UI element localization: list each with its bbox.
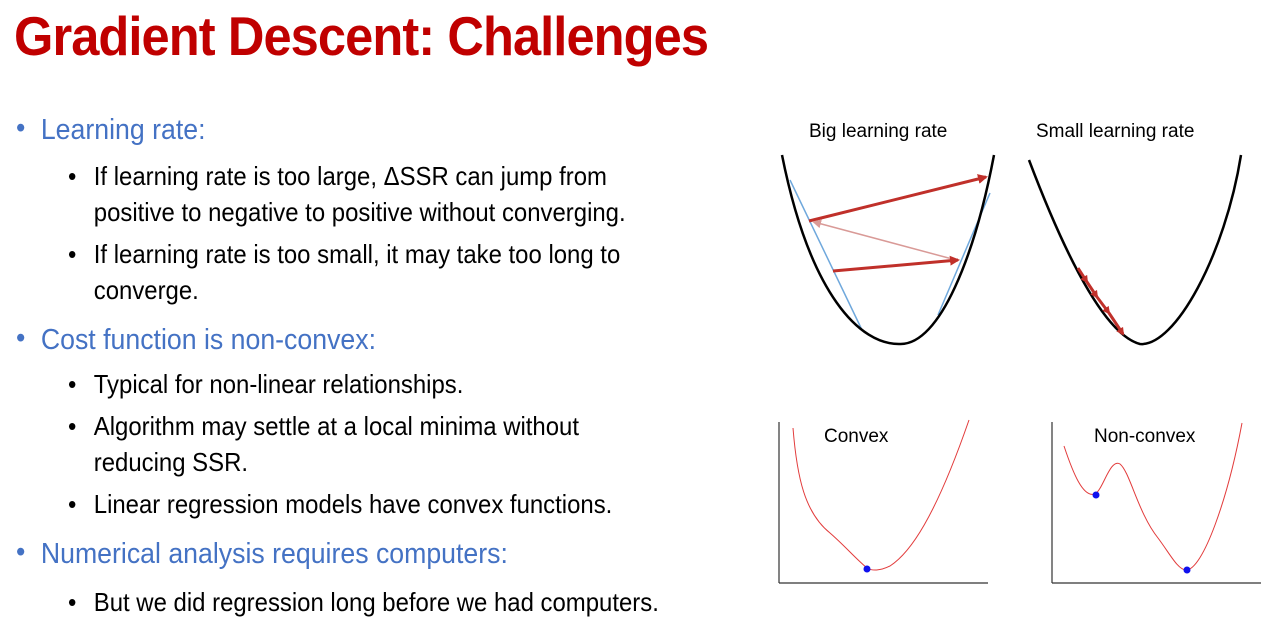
sub-bullet-dot: • bbox=[68, 239, 77, 269]
convex-curve bbox=[792, 419, 970, 571]
bullet-dot: • bbox=[16, 322, 26, 354]
small-learning-rate-diagram bbox=[1027, 154, 1243, 346]
sub-bullet-text: If learning rate is too small, it may ta… bbox=[93, 239, 621, 305]
bullet-dot: • bbox=[16, 112, 26, 144]
step-arrow-2 bbox=[812, 219, 957, 261]
small-learning-rate-label: Small learning rate bbox=[1036, 121, 1195, 142]
big-learning-rate-diagram bbox=[780, 154, 996, 346]
bullet-dot: • bbox=[16, 536, 26, 568]
sub-bullet-text: Linear regression models have convex fun… bbox=[93, 489, 613, 519]
cost-curve bbox=[1027, 154, 1243, 346]
bullet-text: Cost function is non-convex: bbox=[40, 324, 377, 356]
step-arrow-1 bbox=[808, 174, 988, 223]
big-learning-rate-label: Big learning rate bbox=[809, 121, 948, 142]
small-step-arrow-1 bbox=[1076, 267, 1089, 284]
non-convex-plot bbox=[1051, 422, 1261, 584]
sub-bullet-dot: • bbox=[68, 411, 77, 441]
small-step-arrow-3 bbox=[1095, 296, 1111, 315]
convex-plot bbox=[778, 419, 988, 584]
bullet-text: Numerical analysis requires computers: bbox=[40, 538, 508, 570]
sub-bullet-text: Typical for non-linear relationships. bbox=[93, 369, 464, 399]
sub-bullet-dot: • bbox=[68, 369, 77, 399]
sub-bullet-text: But we did regression long before we had… bbox=[93, 587, 659, 617]
sub-bullet-large-lr: • If learning rate is too large, ΔSSR ca… bbox=[68, 158, 675, 230]
sub-bullet-text: If learning rate is too large, ΔSSR can … bbox=[93, 161, 626, 227]
step-arrow-3 bbox=[832, 255, 960, 273]
global-minimum-point bbox=[1183, 566, 1191, 574]
non-convex-curve bbox=[1063, 422, 1243, 571]
small-step-arrow-2 bbox=[1085, 281, 1099, 299]
sub-bullet-computers: • But we did regression long before we h… bbox=[68, 584, 675, 620]
sub-bullet-dot: • bbox=[68, 587, 77, 617]
small-step-arrow-4 bbox=[1107, 312, 1125, 336]
sub-bullet-dot: • bbox=[68, 161, 77, 191]
local-minimum-point bbox=[1092, 491, 1100, 499]
sub-bullet-small-lr: • If learning rate is too small, it may … bbox=[68, 236, 675, 308]
global-minimum-point bbox=[863, 565, 871, 573]
convex-label: Convex bbox=[824, 426, 889, 447]
sub-bullet-typical: • Typical for non-linear relationships. bbox=[68, 366, 675, 402]
cost-curve bbox=[780, 154, 996, 346]
sub-bullet-text: Algorithm may settle at a local minima w… bbox=[93, 411, 580, 477]
slide-title: Gradient Descent: Challenges bbox=[14, 5, 709, 67]
tangent-line-left bbox=[789, 179, 863, 331]
sub-bullet-local-minima: • Algorithm may settle at a local minima… bbox=[68, 408, 675, 480]
non-convex-label: Non-convex bbox=[1094, 426, 1196, 447]
sub-bullet-linear-convex: • Linear regression models have convex f… bbox=[68, 486, 675, 522]
bullet-text: Learning rate: bbox=[40, 114, 206, 146]
sub-bullet-dot: • bbox=[68, 489, 77, 519]
